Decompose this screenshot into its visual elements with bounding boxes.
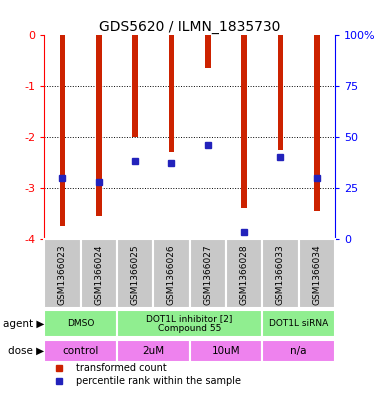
Text: percentile rank within the sample: percentile rank within the sample	[76, 376, 241, 386]
Bar	[153, 239, 189, 309]
Bar	[262, 239, 299, 309]
Bar	[205, 35, 211, 68]
Text: 2uM: 2uM	[142, 346, 164, 356]
Bar	[44, 239, 80, 309]
Text: GSM1366033: GSM1366033	[276, 244, 285, 305]
Bar	[96, 35, 102, 216]
Bar	[132, 35, 138, 137]
Bar	[262, 310, 335, 337]
Text: DMSO: DMSO	[67, 319, 94, 328]
Text: GSM1366027: GSM1366027	[203, 244, 212, 305]
Bar	[190, 340, 262, 362]
Bar	[262, 340, 335, 362]
Bar	[117, 239, 153, 309]
Bar	[241, 35, 247, 208]
Bar	[278, 35, 283, 150]
Text: GSM1366034: GSM1366034	[312, 244, 321, 305]
Bar	[60, 35, 65, 226]
Bar	[44, 340, 117, 362]
Text: GSM1366024: GSM1366024	[94, 244, 103, 305]
Text: 10uM: 10uM	[212, 346, 240, 356]
Bar	[117, 340, 190, 362]
Text: GSM1366025: GSM1366025	[131, 244, 140, 305]
Bar	[169, 35, 174, 152]
Bar	[314, 35, 320, 211]
Bar	[44, 310, 117, 337]
Text: GSM1366023: GSM1366023	[58, 244, 67, 305]
Text: DOT1L siRNA: DOT1L siRNA	[269, 319, 328, 328]
Text: control: control	[62, 346, 99, 356]
Bar	[80, 239, 117, 309]
Text: DOT1L inhibitor [2]
Compound 55: DOT1L inhibitor [2] Compound 55	[146, 314, 233, 333]
Text: n/a: n/a	[290, 346, 307, 356]
Text: transformed count: transformed count	[76, 364, 167, 373]
Text: dose ▶: dose ▶	[8, 346, 44, 356]
Bar	[117, 310, 262, 337]
Bar	[226, 239, 262, 309]
Text: GSM1366028: GSM1366028	[239, 244, 249, 305]
Bar	[299, 239, 335, 309]
Text: agent ▶: agent ▶	[3, 319, 44, 329]
Text: GSM1366026: GSM1366026	[167, 244, 176, 305]
Bar	[190, 239, 226, 309]
Title: GDS5620 / ILMN_1835730: GDS5620 / ILMN_1835730	[99, 20, 280, 34]
